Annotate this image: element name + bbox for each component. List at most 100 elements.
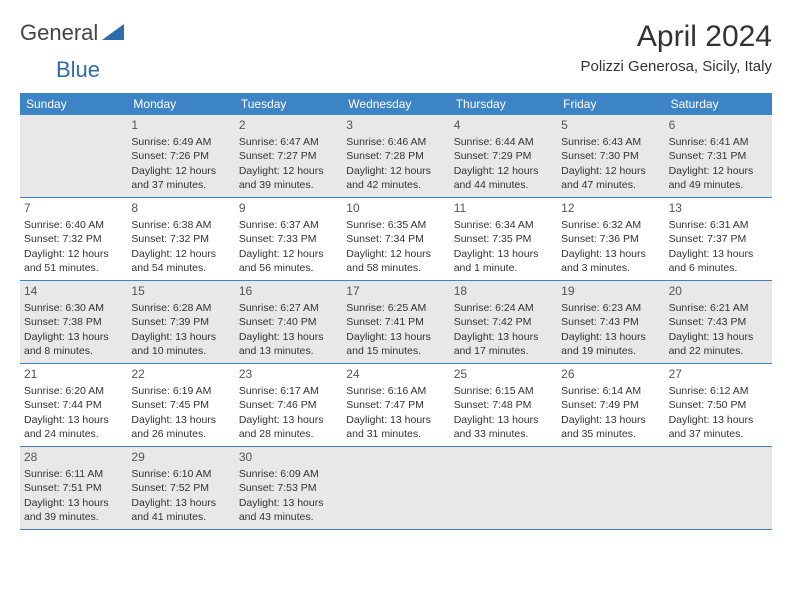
day-cell: 15 Sunrise: 6:28 AMSunset: 7:39 PMDayligh… [127,281,234,363]
month-title: April 2024 [581,20,772,54]
day-number: 18 [454,283,553,299]
day-number: 11 [454,200,553,216]
day-info-line: Sunset: 7:40 PM [239,315,338,329]
weekday-header: Wednesday [342,93,449,115]
weeks-container: 1Sunrise: 6:49 AMSunset: 7:26 PMDaylight… [20,115,772,530]
day-info-line: Sunset: 7:48 PM [454,398,553,412]
day-cell: 5Sunrise: 6:43 AMSunset: 7:30 PMDaylight… [557,115,664,197]
week-row: 7Sunrise: 6:40 AMSunset: 7:32 PMDaylight… [20,198,772,281]
day-info-line: Sunrise: 6:09 AM [239,467,338,481]
day-number: 12 [561,200,660,216]
day-info-line: Sunrise: 6:11 AM [24,467,123,481]
logo: General [20,20,126,46]
day-cell: 29Sunrise: 6:10 AMSunset: 7:52 PMDayligh… [127,447,234,529]
day-number: 23 [239,366,338,382]
day-info-line: Daylight: 12 hours [669,164,768,178]
day-info-line: Sunset: 7:32 PM [24,232,123,246]
day-info-line: and 28 minutes. [239,427,338,441]
day-cell: 28Sunrise: 6:11 AMSunset: 7:51 PMDayligh… [20,447,127,529]
day-cell: 22Sunrise: 6:19 AMSunset: 7:45 PMDayligh… [127,364,234,446]
day-info-line: Daylight: 13 hours [239,496,338,510]
day-cell: 27Sunrise: 6:12 AMSunset: 7:50 PMDayligh… [665,364,772,446]
day-info-line: Sunset: 7:37 PM [669,232,768,246]
day-info-line: Sunset: 7:43 PM [669,315,768,329]
day-number: 26 [561,366,660,382]
day-info-line: Sunset: 7:29 PM [454,149,553,163]
day-info-line: Sunrise: 6:17 AM [239,384,338,398]
day-info-line: and 24 minutes. [24,427,123,441]
day-info-line: Sunrise: 6:40 AM [24,218,123,232]
day-info-line: Daylight: 12 hours [239,164,338,178]
day-number: 17 [346,283,445,299]
title-block: April 2024 Polizzi Generosa, Sicily, Ita… [581,20,772,75]
day-info-line: Daylight: 12 hours [24,247,123,261]
day-number: 5 [561,117,660,133]
day-info-line: and 13 minutes. [239,344,338,358]
day-info-line: Sunset: 7:26 PM [131,149,230,163]
day-info-line: and 22 minutes. [669,344,768,358]
day-info-line: Sunset: 7:46 PM [239,398,338,412]
day-info-line: Daylight: 13 hours [454,330,553,344]
day-info-line: Sunset: 7:39 PM [131,315,230,329]
day-info-line: Sunset: 7:50 PM [669,398,768,412]
logo-text-general: General [20,20,98,46]
day-info-line: and 8 minutes. [24,344,123,358]
day-info-line: Sunset: 7:27 PM [239,149,338,163]
day-info-line: Daylight: 13 hours [454,247,553,261]
day-info-line: and 44 minutes. [454,178,553,192]
day-info-line: Sunrise: 6:32 AM [561,218,660,232]
day-info-line: Sunrise: 6:21 AM [669,301,768,315]
day-info-line: and 1 minute. [454,261,553,275]
day-info-line: Sunrise: 6:28 AM [131,301,230,315]
day-info-line: Sunset: 7:30 PM [561,149,660,163]
day-number: 25 [454,366,553,382]
day-info-line: and 39 minutes. [24,510,123,524]
day-info-line: Daylight: 13 hours [346,330,445,344]
logo-text-blue: Blue [56,57,100,83]
day-info-line: and 49 minutes. [669,178,768,192]
day-info-line: Daylight: 13 hours [131,330,230,344]
day-info-line: Sunrise: 6:20 AM [24,384,123,398]
day-info-line: and 39 minutes. [239,178,338,192]
day-info-line: and 3 minutes. [561,261,660,275]
day-info-line: Sunset: 7:47 PM [346,398,445,412]
day-number: 15 [131,283,230,299]
day-number: 16 [239,283,338,299]
day-cell: 24Sunrise: 6:16 AMSunset: 7:47 PMDayligh… [342,364,449,446]
day-info-line: Sunrise: 6:23 AM [561,301,660,315]
day-info-line: Daylight: 12 hours [239,247,338,261]
day-info-line: and 42 minutes. [346,178,445,192]
day-info-line: Sunrise: 6:49 AM [131,135,230,149]
day-info-line: Sunset: 7:28 PM [346,149,445,163]
day-number: 4 [454,117,553,133]
day-info-line: Sunset: 7:38 PM [24,315,123,329]
day-info-line: Daylight: 13 hours [561,247,660,261]
day-info-line: and 54 minutes. [131,261,230,275]
day-info-line: Daylight: 13 hours [24,496,123,510]
day-info-line: Daylight: 13 hours [239,330,338,344]
day-cell: 8Sunrise: 6:38 AMSunset: 7:32 PMDaylight… [127,198,234,280]
day-number: 10 [346,200,445,216]
day-cell: 14Sunrise: 6:30 AMSunset: 7:38 PMDayligh… [20,281,127,363]
day-info-line: Sunset: 7:53 PM [239,481,338,495]
day-number: 29 [131,449,230,465]
day-info-line: and 33 minutes. [454,427,553,441]
day-info-line: Sunrise: 6:27 AM [239,301,338,315]
day-info-line: Daylight: 13 hours [24,330,123,344]
day-info-line: Sunrise: 6:24 AM [454,301,553,315]
day-info-line: and 37 minutes. [131,178,230,192]
day-cell: 2Sunrise: 6:47 AMSunset: 7:27 PMDaylight… [235,115,342,197]
day-number: 2 [239,117,338,133]
day-info-line: Sunset: 7:41 PM [346,315,445,329]
day-info-line: Sunrise: 6:12 AM [669,384,768,398]
day-info-line: Sunset: 7:36 PM [561,232,660,246]
day-info-line: Daylight: 12 hours [346,164,445,178]
day-cell: 26Sunrise: 6:14 AMSunset: 7:49 PMDayligh… [557,364,664,446]
day-cell: 13Sunrise: 6:31 AMSunset: 7:37 PMDayligh… [665,198,772,280]
day-info-line: Sunrise: 6:34 AM [454,218,553,232]
day-cell: 30Sunrise: 6:09 AMSunset: 7:53 PMDayligh… [235,447,342,529]
day-info-line: Sunset: 7:31 PM [669,149,768,163]
day-info-line: Daylight: 12 hours [131,247,230,261]
day-info-line: Daylight: 13 hours [669,247,768,261]
day-info-line: Sunrise: 6:38 AM [131,218,230,232]
